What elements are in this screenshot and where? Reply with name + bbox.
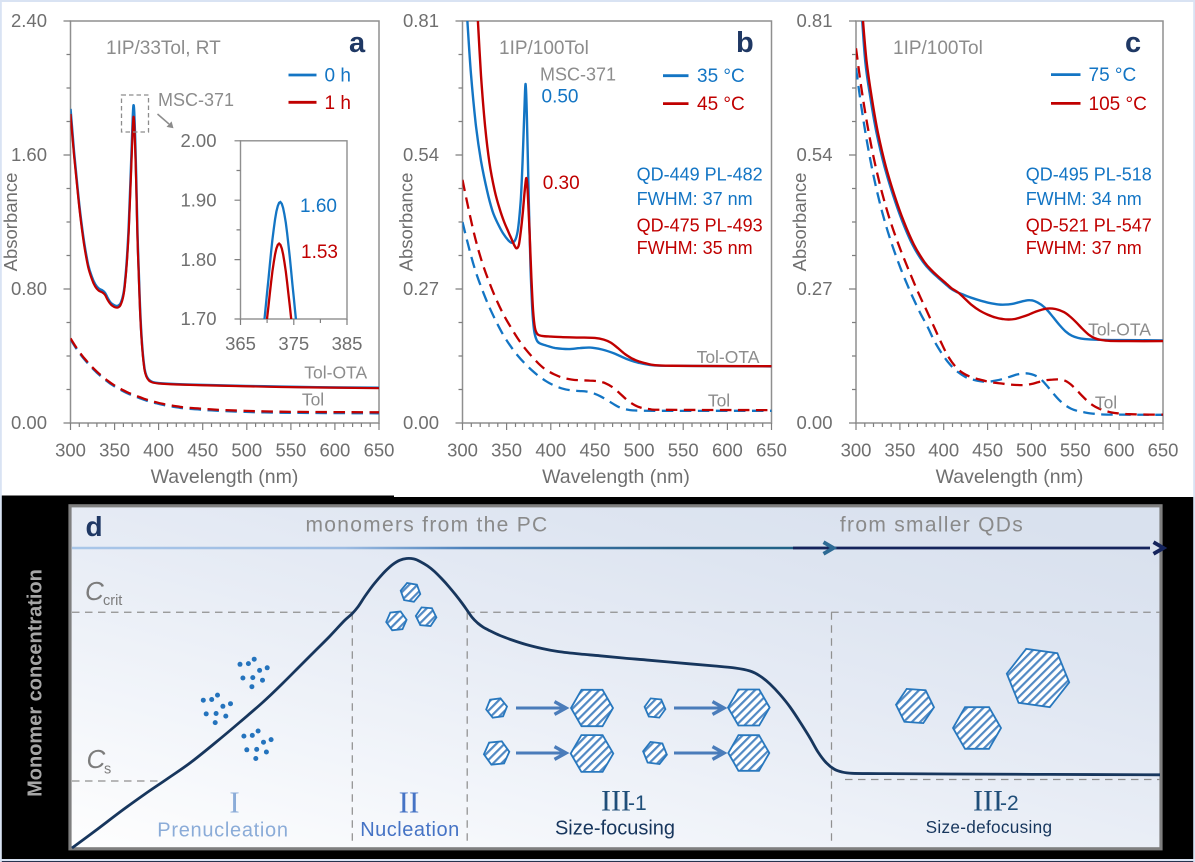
svg-text:365: 365 [225, 333, 256, 354]
svg-text:Prenucleation: Prenucleation [157, 820, 288, 842]
svg-text:III: III [973, 785, 1003, 818]
svg-text:600: 600 [712, 440, 743, 461]
svg-text:Absorbance: Absorbance [396, 173, 417, 272]
svg-text:QD-449 PL-482: QD-449 PL-482 [637, 165, 763, 185]
svg-text:1.70: 1.70 [180, 308, 216, 329]
svg-text:MSC-371: MSC-371 [540, 65, 616, 85]
svg-text:FWHM: 35 nm: FWHM: 35 nm [637, 238, 753, 258]
svg-text:45 °C: 45 °C [697, 94, 745, 115]
svg-text:0.81: 0.81 [796, 10, 832, 31]
svg-text:MSC-371: MSC-371 [158, 90, 234, 110]
svg-text:III: III [601, 785, 631, 818]
svg-text:Nucleation: Nucleation [360, 819, 460, 841]
svg-text:s: s [104, 762, 111, 778]
svg-text:0.00: 0.00 [403, 412, 439, 433]
svg-text:c: c [1125, 27, 1141, 59]
svg-text:crit: crit [103, 593, 122, 609]
svg-text:Tol: Tol [1095, 393, 1117, 413]
svg-text:I: I [229, 785, 239, 820]
svg-text:0.00: 0.00 [796, 412, 832, 433]
svg-text:600: 600 [319, 440, 350, 461]
svg-text:400: 400 [928, 440, 959, 461]
svg-text:0.30: 0.30 [543, 173, 580, 194]
svg-text:0.27: 0.27 [403, 278, 439, 299]
svg-text:Tol-OTA: Tol-OTA [1088, 320, 1151, 340]
svg-text:650: 650 [756, 440, 787, 461]
svg-text:Size-defocusing: Size-defocusing [926, 817, 1053, 837]
svg-text:from smaller QDs: from smaller QDs [840, 514, 1024, 537]
svg-text:0.80: 0.80 [11, 278, 47, 299]
svg-text:C: C [85, 576, 104, 606]
svg-text:Absorbance: Absorbance [789, 173, 810, 272]
svg-text:b: b [736, 27, 754, 59]
svg-text:650: 650 [364, 440, 395, 461]
svg-text:C: C [87, 744, 106, 774]
svg-text:-2: -2 [1000, 792, 1019, 815]
svg-text:0.50: 0.50 [542, 87, 579, 108]
svg-text:350: 350 [491, 440, 522, 461]
svg-text:1.80: 1.80 [180, 249, 216, 270]
svg-text:35 °C: 35 °C [697, 66, 745, 87]
svg-text:650: 650 [1148, 440, 1179, 461]
svg-text:Monomer concentration: Monomer concentration [25, 569, 47, 797]
svg-text:1.60: 1.60 [300, 196, 337, 217]
svg-text:QD-495 PL-518: QD-495 PL-518 [1026, 165, 1152, 185]
svg-text:Wavelength (nm): Wavelength (nm) [936, 466, 1084, 488]
svg-text:FWHM: 34 nm: FWHM: 34 nm [1026, 189, 1142, 209]
svg-text:400: 400 [535, 440, 566, 461]
svg-text:Tol: Tol [708, 391, 730, 411]
svg-text:0.54: 0.54 [796, 144, 832, 165]
svg-text:375: 375 [278, 333, 309, 354]
svg-text:Tol: Tol [302, 390, 324, 410]
svg-text:Wavelength (nm): Wavelength (nm) [542, 466, 690, 488]
svg-text:105 °C: 105 °C [1089, 94, 1147, 115]
svg-text:d: d [86, 511, 103, 542]
svg-text:II: II [399, 785, 420, 820]
svg-text:1.60: 1.60 [11, 144, 47, 165]
svg-text:300: 300 [447, 440, 478, 461]
svg-text:450: 450 [972, 440, 1003, 461]
svg-text:FWHM: 37 nm: FWHM: 37 nm [1026, 238, 1142, 258]
svg-text:Tol-OTA: Tol-OTA [697, 347, 760, 367]
svg-text:500: 500 [231, 440, 262, 461]
svg-text:450: 450 [579, 440, 610, 461]
svg-text:75 °C: 75 °C [1089, 65, 1137, 86]
svg-text:450: 450 [187, 440, 218, 461]
svg-text:500: 500 [1016, 440, 1047, 461]
svg-text:a: a [349, 27, 366, 59]
svg-text:300: 300 [841, 440, 872, 461]
svg-text:Tol-OTA: Tol-OTA [304, 363, 367, 383]
svg-text:1IP/100Tol: 1IP/100Tol [893, 38, 983, 59]
svg-text:FWHM: 37 nm: FWHM: 37 nm [637, 189, 753, 209]
svg-text:400: 400 [143, 440, 174, 461]
svg-text:1IP/33Tol, RT: 1IP/33Tol, RT [106, 38, 221, 59]
svg-text:550: 550 [668, 440, 699, 461]
svg-text:1 h: 1 h [325, 93, 351, 114]
svg-text:1.90: 1.90 [180, 189, 216, 210]
svg-text:500: 500 [624, 440, 655, 461]
svg-text:Absorbance: Absorbance [0, 173, 21, 272]
svg-text:0.81: 0.81 [403, 10, 439, 31]
svg-text:550: 550 [275, 440, 306, 461]
svg-text:-1: -1 [628, 792, 647, 815]
svg-text:2.40: 2.40 [11, 10, 47, 31]
svg-text:2.00: 2.00 [180, 130, 216, 151]
svg-text:0.54: 0.54 [403, 144, 439, 165]
svg-text:600: 600 [1104, 440, 1135, 461]
svg-text:monomers from the PC: monomers from the PC [305, 514, 548, 537]
svg-text:QD-521 PL-547: QD-521 PL-547 [1026, 216, 1152, 236]
svg-text:Size-focusing: Size-focusing [555, 818, 675, 840]
svg-text:QD-475 PL-493: QD-475 PL-493 [637, 216, 763, 236]
svg-text:350: 350 [884, 440, 915, 461]
svg-text:1IP/100Tol: 1IP/100Tol [499, 38, 589, 59]
svg-text:Wavelength (nm): Wavelength (nm) [151, 466, 299, 488]
svg-text:1.53: 1.53 [301, 242, 338, 263]
svg-text:385: 385 [332, 333, 363, 354]
svg-text:350: 350 [99, 440, 130, 461]
svg-text:0.00: 0.00 [11, 412, 47, 433]
svg-text:0.27: 0.27 [796, 278, 832, 299]
svg-text:550: 550 [1060, 440, 1091, 461]
svg-text:300: 300 [55, 440, 86, 461]
svg-text:0 h: 0 h [325, 66, 351, 87]
